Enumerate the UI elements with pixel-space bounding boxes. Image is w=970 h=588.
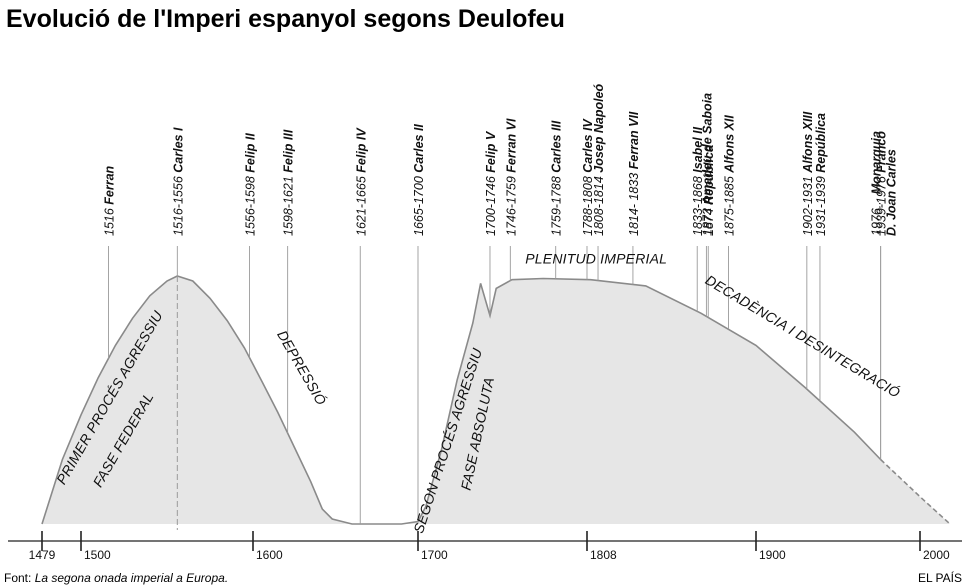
ruler-label: 1814- 1833 Ferran VII [627, 111, 641, 236]
ruler-label: 1874 República [702, 145, 716, 236]
ruler-label: 1759-1788 Carles III [550, 120, 564, 236]
ruler-name: Josep Napoleó [592, 83, 606, 172]
ruler-name: Carles I [171, 127, 185, 173]
ruler-label: 1931-1939 República [814, 113, 828, 236]
curve-area-layer [41, 275, 951, 530]
ruler-name: Carles IV [581, 118, 595, 173]
ruler-name: Felip IV [354, 127, 368, 173]
ruler-label: 1788-1808 Carles IV [581, 118, 595, 236]
ruler-label: 1746-1759 Ferran VI [504, 118, 518, 236]
ruler-name: Felip III [282, 129, 296, 173]
ruler-period: 1788-1808 [581, 173, 595, 236]
axis-tick-label: 1600 [256, 548, 283, 562]
ruler-period: 1665-1700 [412, 173, 426, 236]
ruler-name: Carles III [550, 120, 564, 173]
ruler-name: Ferran VII [627, 111, 641, 169]
ruler-lines-layer: 1516 Ferran 1516-1556 Carles I 1556-1598 F… [103, 83, 899, 524]
ruler-label: 1873 Amadeu de Saboia [700, 93, 714, 236]
phase-label: DEPRESSIÓ [274, 328, 330, 408]
ruler-name: Carles II [412, 124, 426, 173]
ruler-label: 1516-1556 Carles I [171, 127, 185, 236]
ruler-period: 1621-1665 [354, 173, 368, 236]
ruler-period: 1814- 1833 [627, 169, 641, 236]
ruler-period: 1976... [870, 194, 884, 236]
ruler-name: República [702, 145, 716, 205]
ruler-name: Alfons XII [722, 115, 736, 174]
ruler-label: 1976... Monarquia [870, 131, 884, 236]
ruler-label: 1939-1976 Franco [875, 131, 889, 236]
ruler-period: 1875-1885 [722, 173, 736, 236]
ruler-period: 1700-1746 [484, 173, 498, 236]
ruler-name: República [814, 113, 828, 173]
curve-area [42, 276, 950, 524]
source-prefix: Font: [4, 571, 35, 585]
ruler-period: 1746-1759 [504, 173, 518, 236]
axis-tick-label: 1700 [421, 548, 448, 562]
ruler-period: 1902-1931 [801, 173, 815, 236]
ruler-period: 1516-1556 [171, 173, 185, 236]
ruler-label: 1808-1814 Josep Napoleó [592, 83, 606, 236]
source-text: La segona onada imperial a Europa. [35, 571, 228, 585]
ruler-name: Ferran [103, 165, 117, 204]
ruler-period: 1833-1868 [691, 173, 705, 236]
timeline-axis: 1479 1500 1600 1700 1808 1900 2000 [8, 531, 962, 562]
ruler-label: 1598-1621 Felip III [282, 129, 296, 236]
source-note: Font: La segona onada imperial a Europa. [4, 571, 228, 585]
ruler-period: 1598-1621 [282, 173, 296, 236]
ruler-label-second-line: D. Joan Carles [885, 149, 899, 236]
ruler-name: Felip V [484, 130, 498, 173]
ruler-name: Alfons XIII [801, 111, 815, 174]
ruler-label: 1665-1700 Carles II [412, 124, 426, 236]
ruler-period: 1759-1788 [550, 173, 564, 236]
page-title: Evolució de l'Imperi espanyol segons Deu… [6, 5, 565, 33]
curve-outline [41, 275, 882, 525]
ruler-name: Franco [875, 131, 889, 173]
ruler-period: 1939-1976 [875, 173, 889, 236]
ruler-period: 1931-1939 [814, 173, 828, 236]
ruler-label: 1833-1868 Isabel II [691, 126, 705, 236]
ruler-period: 1873 [700, 205, 714, 236]
curve-outline-dashed [880, 458, 951, 525]
ruler-period: 1874 [702, 205, 716, 236]
ruler-label: 1556-1598 Felip II [244, 133, 258, 236]
axis-tick-label: 1479 [29, 548, 56, 562]
axis-tick-label: 2000 [923, 548, 950, 562]
axis-tick-label: 1808 [590, 548, 617, 562]
ruler-name: Ferran VI [504, 118, 518, 173]
ruler-name: Amadeu de Saboia [700, 93, 714, 206]
ruler-period: 1516 [103, 205, 117, 236]
ruler-label: 1621-1665 Felip IV [354, 127, 368, 236]
ruler-name: Monarquia [870, 131, 884, 194]
phase-label: PLENITUD IMPERIAL [525, 251, 667, 267]
ruler-label: 1700-1746 Felip V [484, 130, 498, 236]
publisher-credit: EL PAÍS [918, 570, 962, 585]
ruler-name: Isabel II [691, 126, 705, 172]
ruler-label: 1902-1931 Alfons XIII [801, 111, 815, 236]
ruler-label: 1875-1885 Alfons XII [722, 115, 736, 236]
ruler-label: 1516 Ferran [103, 165, 117, 236]
ruler-period: 1808-1814 [592, 173, 606, 236]
ruler-period: 1556-1598 [244, 173, 258, 236]
axis-tick-label: 1900 [759, 548, 786, 562]
ruler-name: Felip II [244, 133, 258, 173]
axis-tick-label: 1500 [84, 548, 111, 562]
